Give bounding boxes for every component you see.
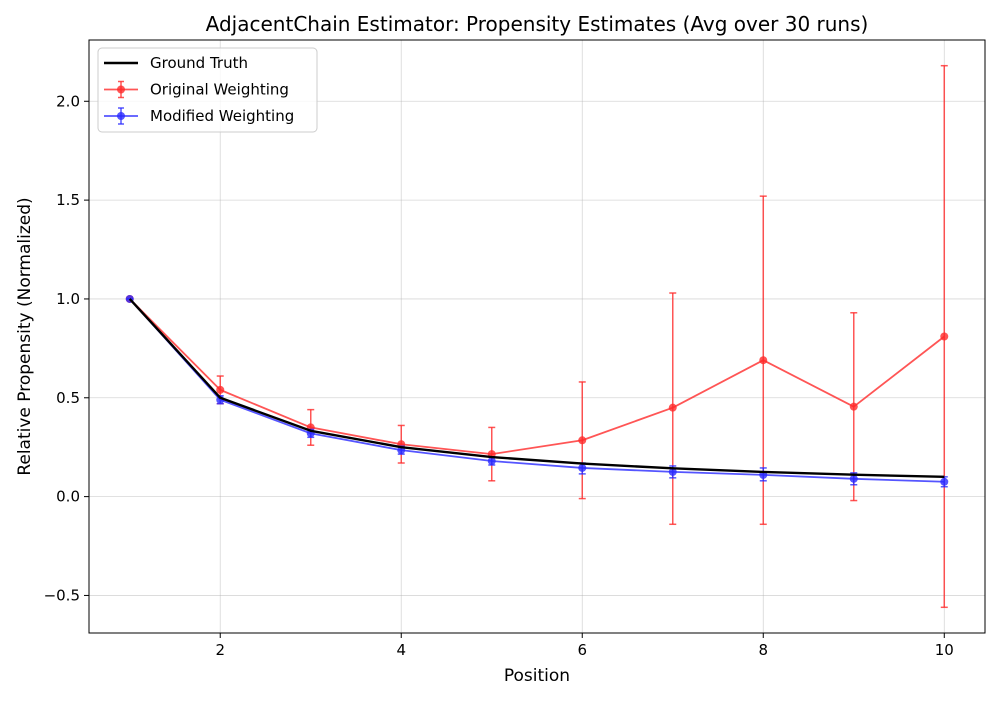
y-tick-label: 1.0	[56, 290, 80, 308]
x-axis-title: Position	[504, 666, 570, 686]
data-point	[940, 477, 949, 486]
legend-label: Original Weighting	[150, 81, 289, 99]
x-tick-label: 6	[577, 641, 587, 659]
legend-swatch-marker	[117, 112, 125, 120]
data-point	[578, 463, 587, 472]
y-axis-title: Relative Propensity (Normalized)	[15, 197, 35, 475]
y-tick-label: 1.5	[56, 191, 80, 209]
data-point	[940, 332, 949, 341]
data-point	[759, 356, 768, 365]
series-modified-weighting	[125, 294, 949, 488]
data-point	[668, 403, 677, 412]
y-tick-label: 0.0	[56, 488, 80, 506]
ticks-layer: 2 4 6 8 10 −0.5 0.0 0.5 1.0 1.5 2.0	[44, 92, 954, 659]
data-point	[216, 385, 225, 394]
legend-swatch-marker	[117, 85, 125, 94]
y-tick-label: 0.5	[56, 389, 80, 407]
y-tick-label: −0.5	[44, 586, 80, 604]
series-line	[129, 298, 945, 456]
data-point	[849, 474, 858, 483]
x-tick-label: 8	[758, 641, 768, 659]
y-tick-label: 2.0	[56, 92, 80, 110]
chart-title: AdjacentChain Estimator: Propensity Esti…	[206, 12, 869, 36]
data-point	[849, 402, 858, 411]
series-ground-truth	[128, 298, 945, 479]
legend-label: Modified Weighting	[150, 107, 294, 125]
x-tick-label: 10	[935, 641, 954, 659]
legend: Ground Truth Original Weighting Modified W…	[97, 47, 318, 133]
x-tick-label: 4	[396, 641, 406, 659]
legend-label: Ground Truth	[150, 54, 248, 72]
series-line	[129, 298, 945, 483]
data-point	[578, 436, 587, 445]
data-point	[487, 457, 496, 466]
plot-frame	[88, 39, 986, 634]
data-point	[668, 467, 677, 476]
series-original-weighting	[125, 64, 949, 609]
x-tick-label: 2	[215, 641, 225, 659]
series-line	[128, 298, 945, 479]
series-layer	[125, 64, 949, 609]
legend-box	[97, 47, 318, 133]
